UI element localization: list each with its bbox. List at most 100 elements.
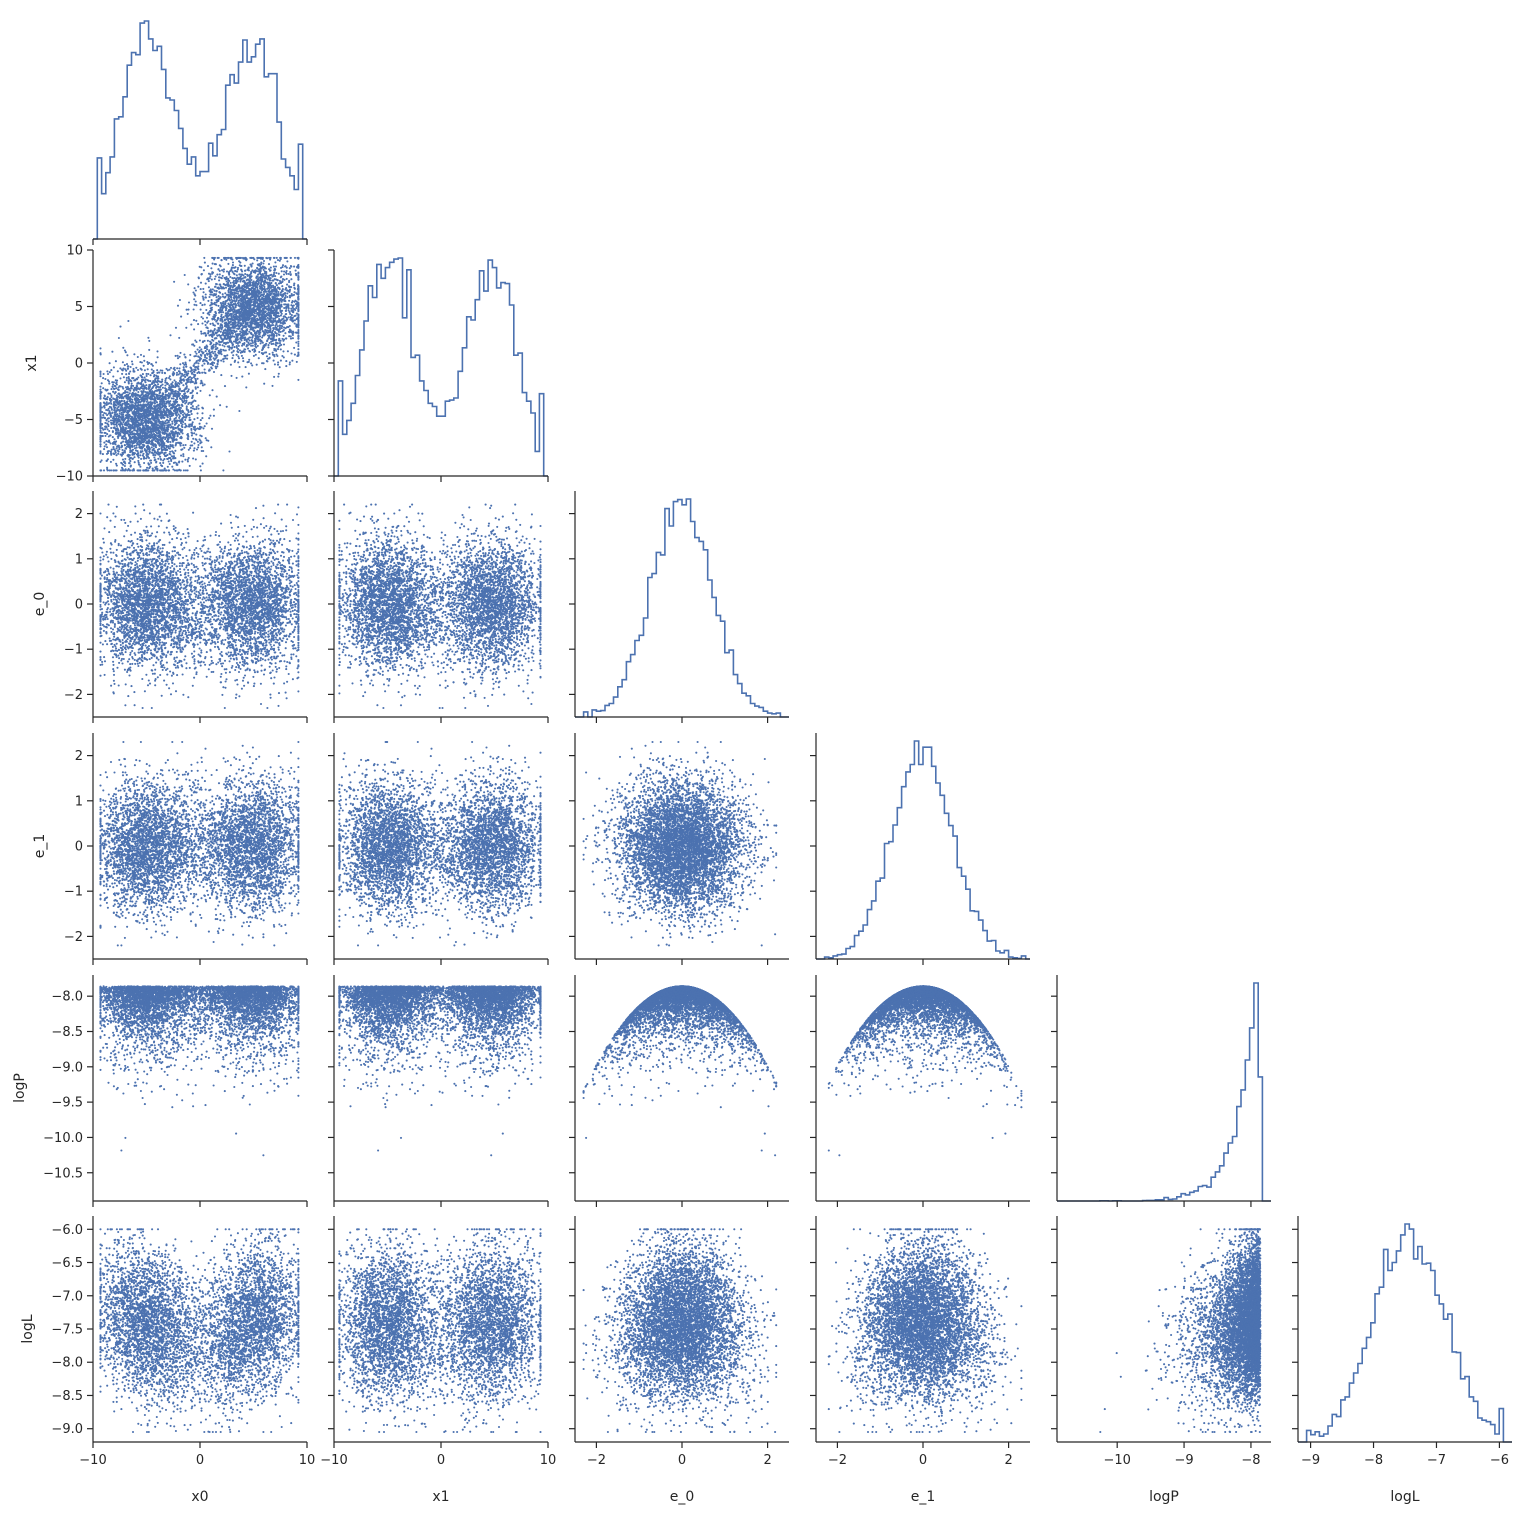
- scatter-point: [283, 343, 285, 345]
- scatter-point: [183, 469, 185, 471]
- scatter-point: [154, 454, 156, 456]
- scatter-point: [203, 363, 205, 365]
- panel-x0-vs-x0: [93, 21, 307, 245]
- scatter-point: [224, 385, 226, 387]
- scatter-point: [193, 418, 195, 420]
- scatter-point: [268, 263, 270, 265]
- scatter-point: [242, 360, 244, 362]
- scatter-point: [109, 393, 111, 395]
- scatter-point: [113, 366, 115, 368]
- scatter-point: [244, 273, 246, 275]
- scatter-point: [275, 265, 277, 267]
- scatter-points: [99, 257, 299, 472]
- scatter-point: [294, 354, 296, 356]
- scatter-point: [159, 456, 161, 458]
- scatter-point: [211, 299, 213, 301]
- scatter-point: [193, 308, 195, 310]
- scatter-point: [228, 450, 230, 452]
- scatter-point: [219, 273, 221, 275]
- scatter-point: [162, 462, 164, 464]
- scatter-point: [171, 397, 173, 399]
- scatter-point: [99, 389, 101, 391]
- scatter-point: [191, 441, 193, 443]
- scatter-point: [191, 397, 193, 399]
- scatter-point: [193, 304, 195, 306]
- scatter-point: [155, 446, 157, 448]
- scatter-point: [122, 361, 124, 363]
- scatter-point: [199, 423, 201, 425]
- scatter-point: [126, 377, 128, 379]
- scatter-point: [157, 356, 159, 358]
- scatter-point: [238, 410, 240, 412]
- scatter-point: [196, 412, 198, 414]
- scatter-point: [211, 389, 213, 391]
- scatter-point: [208, 286, 210, 288]
- scatter-point: [177, 305, 179, 307]
- scatter-point: [252, 345, 254, 347]
- scatter-point: [147, 368, 149, 370]
- scatter-point: [261, 336, 263, 338]
- scatter-point: [225, 287, 227, 289]
- scatter-point: [282, 350, 284, 352]
- scatter-point: [202, 463, 204, 465]
- scatter-point: [156, 350, 158, 352]
- scatter-point: [195, 458, 197, 460]
- scatter-point: [209, 275, 211, 277]
- scatter-point: [277, 364, 279, 366]
- scatter-point: [121, 373, 123, 375]
- scatter-point: [289, 313, 291, 315]
- scatter-point: [102, 387, 104, 389]
- scatter-point: [197, 323, 199, 325]
- scatter-point: [199, 339, 201, 341]
- scatter-point: [189, 417, 191, 419]
- scatter-point: [143, 355, 145, 357]
- scatter-point: [193, 432, 195, 434]
- scatter-point: [126, 363, 128, 365]
- scatter-point: [205, 283, 207, 285]
- scatter-point: [288, 316, 290, 318]
- scatter-point: [193, 450, 195, 452]
- scatter-point: [198, 408, 200, 410]
- scatter-point: [112, 436, 114, 438]
- scatter-point: [110, 388, 112, 390]
- scatter-point: [280, 315, 282, 317]
- scatter-point: [201, 417, 203, 419]
- scatter-point: [146, 401, 148, 403]
- scatter-point: [121, 412, 123, 414]
- scatter-point: [232, 354, 234, 356]
- scatter-point: [112, 398, 114, 400]
- scatter-point: [110, 419, 112, 421]
- scatter-point: [131, 382, 133, 384]
- scatter-point: [120, 385, 122, 387]
- scatter-point: [199, 390, 201, 392]
- scatter-point: [285, 365, 287, 367]
- histogram-x0: [93, 21, 307, 239]
- scatter-point: [230, 375, 232, 377]
- scatter-point: [187, 309, 189, 311]
- scatter-point: [124, 458, 126, 460]
- scatter-point: [124, 364, 126, 366]
- scatter-point: [195, 300, 197, 302]
- scatter-point: [184, 423, 186, 425]
- scatter-point: [263, 383, 265, 385]
- scatter-point: [192, 457, 194, 459]
- scatter-point: [108, 383, 110, 385]
- scatter-point: [192, 421, 194, 423]
- scatter-point: [195, 304, 197, 306]
- scatter-point: [157, 458, 159, 460]
- scatter-point: [113, 438, 115, 440]
- scatter-point: [277, 361, 279, 363]
- scatter-point: [107, 428, 109, 430]
- scatter-point: [175, 355, 177, 357]
- scatter-point: [183, 354, 185, 356]
- scatter-point: [231, 357, 233, 359]
- scatter-point: [223, 271, 225, 273]
- scatter-point: [155, 377, 157, 379]
- scatter-point: [187, 283, 189, 285]
- scatter-point: [184, 274, 186, 276]
- scatter-point: [205, 309, 207, 311]
- scatter-point: [237, 355, 239, 357]
- scatter-point: [257, 345, 259, 347]
